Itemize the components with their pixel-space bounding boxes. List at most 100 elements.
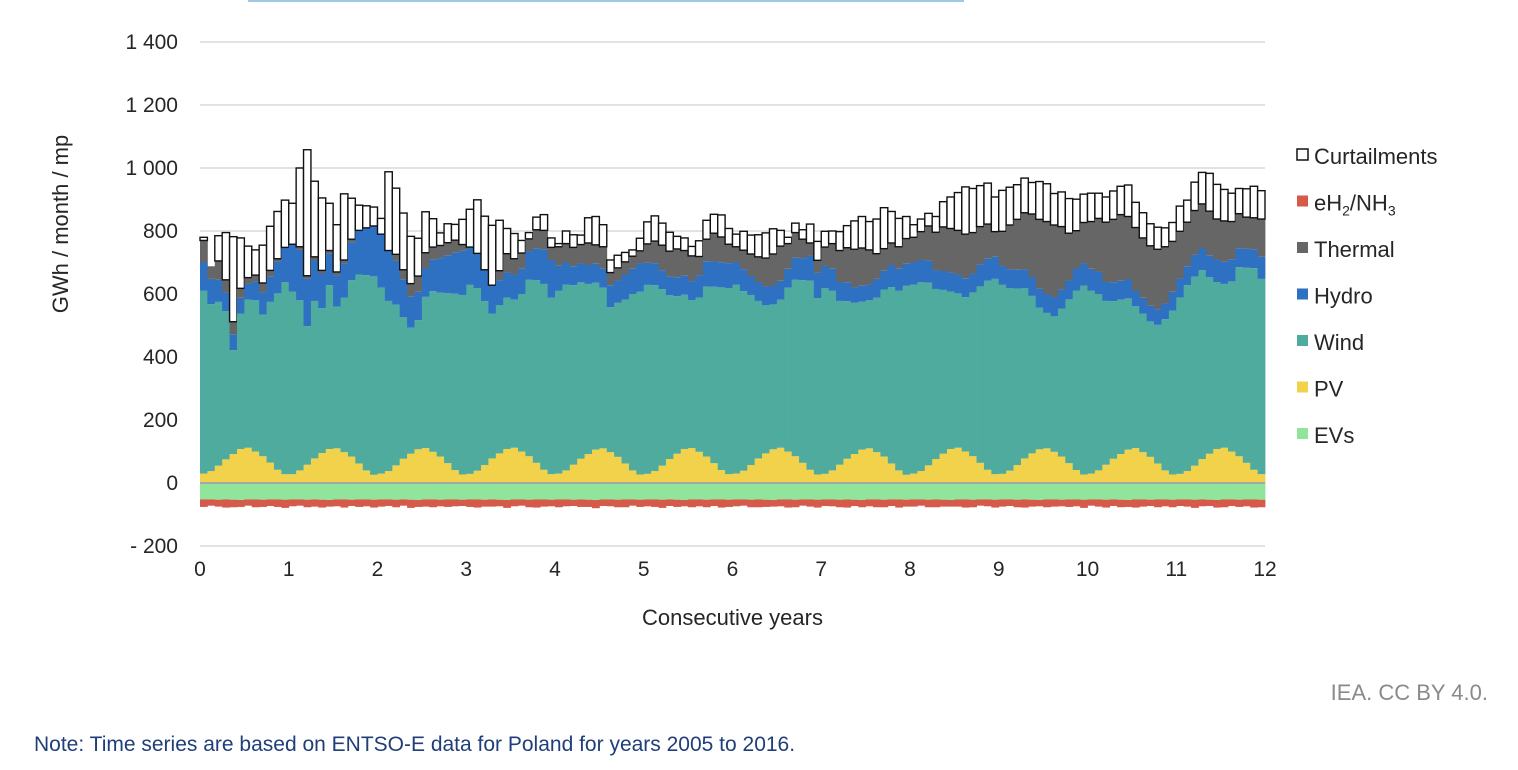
bar-curtailments [228,235,238,323]
bar-hydro [1013,269,1022,289]
bar-hydro [680,275,689,295]
bar-pv [562,470,571,483]
bar-evs [569,483,578,500]
bar-evs [1087,483,1096,500]
y-tick-label: 600 [143,283,178,306]
bar-pv [229,454,238,483]
bar-pv [259,456,267,483]
bar-evs [628,483,637,500]
bar-pv [318,453,327,483]
bar-pv [695,451,704,483]
bar-evs [1191,483,1199,500]
bar-curtailments [1094,192,1103,220]
legend-label: eH2/NH3 [1314,191,1396,219]
bar-hydro [717,262,726,288]
bar-evs [296,483,304,500]
bar-curtailments [539,213,549,232]
bar-thermal [1006,225,1014,270]
legend-label: Hydro [1314,284,1373,309]
bar-hydro [318,273,327,309]
bar-hydro [1087,268,1096,291]
bar-curtailments [702,219,712,240]
bar-eh2-nh3 [636,499,645,507]
bar-thermal [273,258,282,262]
bar-hydro [429,259,438,292]
bar-hydro [828,268,837,291]
bar-thermal [658,245,667,271]
bar-wind [281,282,290,475]
bar-eh2-nh3 [799,499,807,506]
bar-thermal [717,236,726,263]
bar-hydro [762,286,770,306]
bar-evs [1028,483,1037,500]
x-tick-label: 12 [1253,558,1276,581]
bar-eh2-nh3 [1205,499,1214,506]
bar-eh2-nh3 [1213,500,1222,508]
bar-pv [458,474,467,483]
bar-pv [954,447,963,483]
bar-eh2-nh3 [717,499,726,508]
bar-wind [370,276,378,475]
bar-eh2-nh3 [288,499,297,507]
bar-wind [362,275,371,471]
legend-label: Curtailments [1314,144,1437,169]
bar-evs [532,483,541,500]
bar-curtailments [265,225,275,272]
bar-evs [407,483,415,500]
bar-pv [1050,451,1059,483]
bar-wind [466,284,475,474]
bar-eh2-nh3 [910,499,918,507]
bar-evs [1228,483,1236,500]
bar-pv [643,473,652,483]
bar-wind [510,299,519,448]
bar-hydro [1235,248,1244,268]
bar-hydro [1124,279,1133,299]
bar-pv [1013,465,1022,483]
bar-wind [895,290,904,471]
bar-hydro [525,251,534,280]
bar-thermal [1124,216,1133,280]
bar-thermal [769,253,778,286]
bar-thermal [821,247,830,266]
bar-evs [998,483,1007,500]
bar-hydro [384,250,393,301]
bar-hydro [214,279,223,302]
bar-curtailments [1182,199,1192,223]
bar-evs [333,483,341,500]
bar-hydro [710,261,719,287]
bar-hydro [636,263,645,292]
y-tick-label: 0 [166,472,178,495]
bar-thermal [1028,213,1037,277]
bar-wind [858,301,867,450]
bar-eh2-nh3 [355,499,364,507]
bar-thermal [251,275,260,282]
bar-hydro [769,285,778,305]
bar-hydro [1094,271,1103,294]
bar-evs [584,483,593,500]
bar-hydro [503,272,512,298]
bar-eh2-nh3 [895,499,904,508]
bar-hydro [1131,290,1140,307]
bar-pv [651,471,659,483]
bar-hydro [458,250,467,295]
bar-evs [873,483,881,500]
bar-evs [318,483,327,500]
bar-evs [466,483,475,500]
bar-wind [1242,267,1251,463]
bar-eh2-nh3 [702,499,711,508]
bar-curtailments [509,232,519,260]
legend-swatch [1297,288,1308,300]
bar-pv [236,448,245,483]
bar-eh2-nh3 [1198,499,1207,507]
bar-thermal [1191,210,1199,255]
bar-pv [1257,474,1266,483]
bar-eh2-nh3 [458,499,467,506]
bar-pv [606,452,615,483]
bar-curtailments [1138,212,1148,239]
bar-curtailments [842,224,852,249]
bar-thermal [525,238,534,252]
bar-eh2-nh3 [577,499,585,507]
bar-eh2-nh3 [392,499,401,508]
bar-eh2-nh3 [606,499,615,507]
bar-curtailments [465,208,475,248]
